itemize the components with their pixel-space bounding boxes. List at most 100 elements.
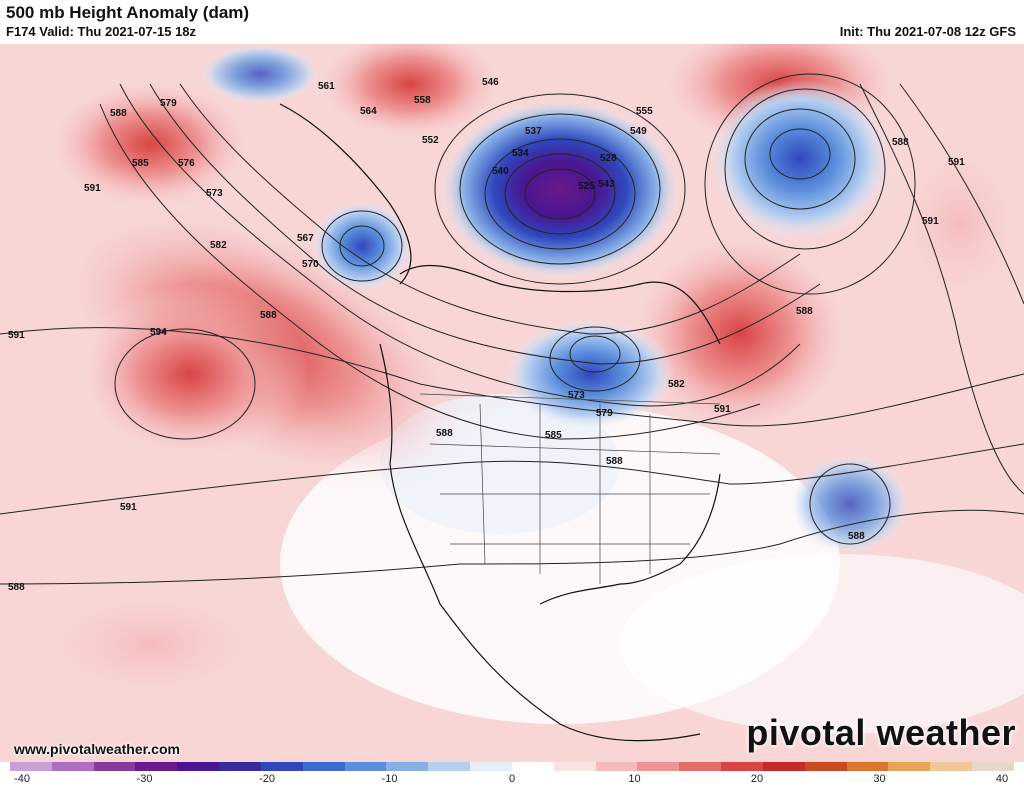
legend-swatch	[553, 762, 596, 771]
anomaly-map: 588 579 585 576 573 591 582 567 570 564 …	[0, 44, 1024, 762]
legend-tick-label: -20	[259, 773, 275, 785]
map-canvas: 588 579 585 576 573 591 582 567 570 564 …	[0, 44, 1024, 762]
legend-swatch	[930, 762, 973, 771]
legend-swatch	[721, 762, 763, 771]
contour-line	[569, 335, 621, 373]
contour-labels: 588 579 585 576 573 591 582 567 570 564 …	[8, 77, 965, 593]
contour-label: 585	[132, 158, 149, 169]
canada-coast-outline	[399, 264, 721, 345]
contour-line	[744, 108, 856, 210]
contour-label: 591	[84, 183, 101, 194]
brand-logo: pivotal weather	[746, 712, 1016, 753]
contour-label: 591	[714, 404, 731, 415]
legend-swatch	[888, 762, 931, 771]
legend-swatch	[679, 762, 722, 771]
legend-tick-label: -40	[14, 773, 30, 785]
legend-swatch	[637, 762, 680, 771]
contour-line	[99, 103, 761, 440]
ridge-anomaly-atlantic-canada	[620, 224, 860, 444]
color-legend-ticks: -40 -30 -20 -10 0 10 20 30 40	[10, 773, 1014, 789]
legend-tick-label: 40	[995, 773, 1009, 785]
legend-swatch	[511, 762, 554, 771]
legend-swatch	[219, 762, 261, 771]
contour-label: 582	[210, 240, 227, 251]
contour-line	[114, 328, 256, 440]
contour-line	[0, 509, 1024, 585]
legend-swatch	[302, 762, 345, 771]
ridge-anomaly-alaska	[310, 44, 510, 144]
website-link[interactable]: www.pivotalweather.com	[14, 741, 180, 757]
border-line	[429, 443, 721, 455]
contour-label: 528	[600, 153, 617, 164]
contour-line	[434, 93, 686, 285]
contour-line	[769, 128, 831, 180]
legend-tick-label: 0	[508, 773, 516, 785]
contour-label: 537	[525, 126, 542, 137]
contour-label: 594	[150, 327, 167, 338]
legend-swatch	[972, 762, 1014, 771]
legend-tick-label: 20	[750, 773, 764, 785]
contour-label: 552	[422, 135, 439, 146]
contour-line	[524, 168, 596, 220]
legend-swatch	[135, 762, 178, 771]
header-bar: 500 mb Height Anomaly (dam) F174 Valid: …	[0, 0, 1024, 44]
contour-label: 555	[636, 106, 653, 117]
contour-label: 570	[302, 259, 319, 270]
legend-swatch	[10, 762, 52, 771]
height-contours	[0, 73, 1024, 585]
legend-swatch	[260, 762, 303, 771]
legend-swatch	[762, 762, 805, 771]
contour-label: 588	[848, 531, 865, 542]
contour-label: 591	[8, 330, 25, 341]
trough-anomaly-gulf-of-alaska	[312, 201, 412, 291]
contour-label: 582	[668, 379, 685, 390]
contour-line	[179, 83, 801, 335]
contour-label: 579	[160, 98, 177, 109]
contour-label: 588	[436, 428, 453, 439]
contour-label: 591	[120, 502, 137, 513]
contour-line	[549, 326, 641, 392]
contour-label: 588	[892, 137, 909, 148]
border-line	[479, 403, 486, 565]
trough-anomaly-labrador-sea	[710, 79, 890, 239]
contour-label: 561	[318, 81, 335, 92]
legend-swatch	[428, 762, 471, 771]
contour-line	[704, 73, 916, 295]
map-title: 500 mb Height Anomaly (dam)	[6, 3, 250, 22]
contour-label: 579	[596, 408, 613, 419]
color-legend-strip	[10, 762, 1014, 771]
valid-time: F174 Valid: Thu 2021-07-15 18z	[6, 24, 197, 39]
border-us-canada	[419, 393, 721, 405]
contour-line	[459, 113, 661, 265]
neutral-region-caribbean	[620, 554, 1024, 734]
contour-line	[339, 225, 385, 267]
contour-line	[809, 463, 891, 545]
ridge-anomaly-bering	[40, 74, 260, 214]
contour-label: 558	[414, 95, 431, 106]
contour-label: 567	[297, 233, 314, 244]
legend-tick-label: -10	[381, 773, 398, 785]
contour-label: 588	[8, 582, 25, 593]
legend-swatch	[846, 762, 889, 771]
contour-label: 591	[922, 216, 939, 227]
contour-line	[899, 83, 1024, 305]
contour-line	[859, 83, 1024, 495]
contour-label: 588	[260, 310, 277, 321]
legend-swatch	[386, 762, 429, 771]
contour-label: 585	[545, 430, 562, 441]
west-coast-outline	[379, 343, 701, 742]
alaska-coast-outline	[279, 103, 412, 285]
state-borders	[419, 393, 721, 584]
contour-line	[0, 327, 1024, 427]
contour-label: 588	[796, 306, 813, 317]
legend-swatch	[804, 762, 847, 771]
ridge-anomaly-pacific-core	[70, 284, 310, 464]
contour-line	[321, 210, 403, 282]
contour-label: 573	[568, 390, 585, 401]
contour-label: 525	[578, 181, 595, 192]
contour-label: 546	[482, 77, 499, 88]
legend-swatch	[93, 762, 136, 771]
contour-line	[149, 83, 821, 365]
contour-label: 588	[606, 456, 623, 467]
legend-swatch	[344, 762, 387, 771]
